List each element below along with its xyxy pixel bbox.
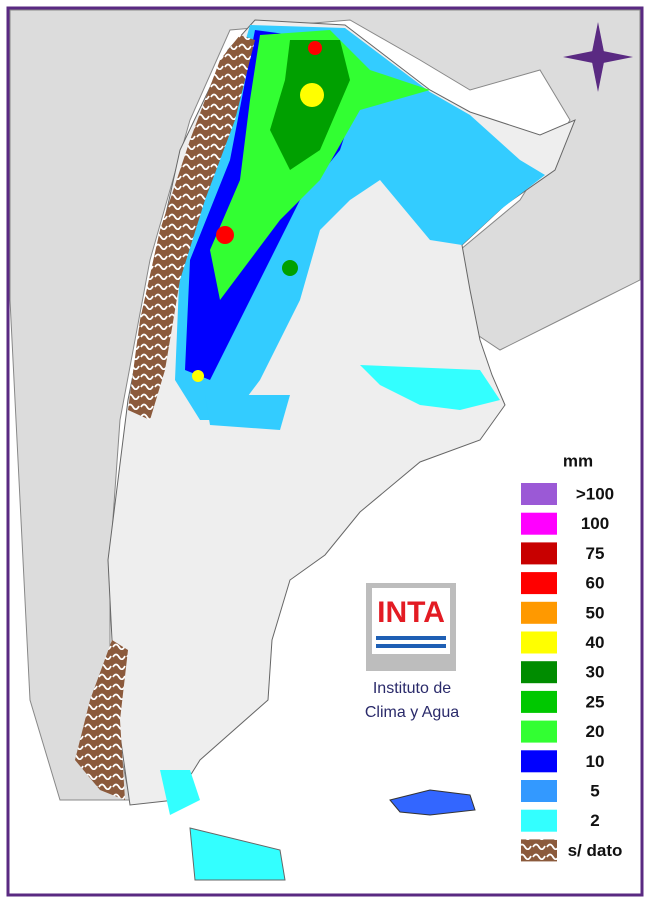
precip-60 <box>308 41 322 55</box>
legend-swatch <box>521 601 557 624</box>
legend-swatch <box>521 809 557 832</box>
precip-30 <box>282 260 298 276</box>
legend-label: 2 <box>590 811 599 830</box>
legend-label: s/ dato <box>568 841 623 860</box>
legend-label: 100 <box>581 514 609 533</box>
legend-swatch <box>521 780 557 802</box>
inta-logo: INTA <box>366 583 456 671</box>
precip-5 <box>205 395 290 430</box>
legend-swatch <box>521 483 557 505</box>
precip-40 <box>300 83 324 107</box>
logo-text: INTA <box>377 596 445 629</box>
legend-swatch <box>521 839 557 862</box>
legend-swatch <box>521 720 557 743</box>
legend: mm >100 100 75 60 50 40 30 25 20 10 5 2 s/ dato <box>521 451 623 862</box>
legend-title: mm <box>563 451 593 470</box>
legend-swatch <box>521 690 557 713</box>
malvinas <box>389 789 476 816</box>
legend-swatch <box>521 631 557 654</box>
no-data-area <box>128 35 255 420</box>
legend-label: 5 <box>590 781 599 800</box>
legend-swatch <box>521 750 557 773</box>
precip-60 <box>216 226 234 244</box>
south-precip <box>160 770 200 815</box>
precip-20 <box>210 30 430 300</box>
logo-line <box>376 644 446 648</box>
legend-swatch <box>521 572 557 595</box>
institute-line: Instituto de <box>373 680 451 697</box>
logo-inner <box>372 588 450 654</box>
logo-line <box>376 636 446 640</box>
legend-label: 50 <box>586 603 605 622</box>
compass-rose <box>563 22 633 92</box>
tierra-del-fuego <box>189 827 286 881</box>
legend-label: 25 <box>586 692 605 711</box>
legend-label: 75 <box>586 544 605 563</box>
precip-40 <box>192 370 204 382</box>
institute-line: Clima y Agua <box>365 704 459 721</box>
legend-swatch <box>521 661 557 684</box>
legend-label: >100 <box>576 484 614 503</box>
neighbour-countries <box>9 9 641 801</box>
legend-swatch <box>521 512 557 535</box>
legend-label: 60 <box>586 574 605 593</box>
legend-label: 10 <box>586 752 605 771</box>
legend-label: 40 <box>586 633 605 652</box>
legend-label: 20 <box>586 722 605 741</box>
precip-2 <box>360 365 500 410</box>
no-data-area <box>75 640 128 800</box>
legend-label: 30 <box>586 663 605 682</box>
legend-swatch <box>521 542 557 565</box>
